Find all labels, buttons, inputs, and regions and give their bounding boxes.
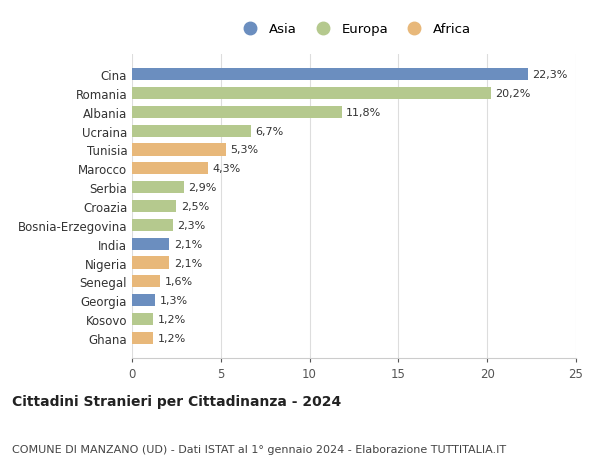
- Text: COMUNE DI MANZANO (UD) - Dati ISTAT al 1° gennaio 2024 - Elaborazione TUTTITALIA: COMUNE DI MANZANO (UD) - Dati ISTAT al 1…: [12, 444, 506, 454]
- Bar: [132, 257, 169, 269]
- Legend: Asia, Europa, Africa: Asia, Europa, Africa: [233, 19, 475, 40]
- Text: Cittadini Stranieri per Cittadinanza - 2024: Cittadini Stranieri per Cittadinanza - 2…: [12, 395, 341, 409]
- Text: 20,2%: 20,2%: [495, 89, 530, 99]
- Bar: [132, 125, 251, 137]
- Bar: [132, 163, 208, 175]
- Bar: [132, 294, 155, 307]
- Text: 1,3%: 1,3%: [160, 296, 188, 306]
- Bar: [132, 69, 528, 81]
- Text: 2,1%: 2,1%: [174, 258, 202, 268]
- Text: 4,3%: 4,3%: [213, 164, 241, 174]
- Text: 6,7%: 6,7%: [256, 126, 284, 136]
- Text: 1,6%: 1,6%: [165, 277, 193, 287]
- Text: 2,5%: 2,5%: [181, 202, 209, 212]
- Bar: [132, 182, 184, 194]
- Bar: [132, 88, 491, 100]
- Text: 2,3%: 2,3%: [177, 220, 206, 230]
- Bar: [132, 144, 226, 156]
- Bar: [132, 219, 173, 231]
- Bar: [132, 313, 154, 325]
- Text: 5,3%: 5,3%: [230, 145, 259, 155]
- Text: 11,8%: 11,8%: [346, 107, 381, 118]
- Bar: [132, 276, 160, 288]
- Bar: [132, 238, 169, 250]
- Bar: [132, 332, 154, 344]
- Text: 2,1%: 2,1%: [174, 239, 202, 249]
- Text: 1,2%: 1,2%: [158, 314, 186, 325]
- Text: 22,3%: 22,3%: [532, 70, 568, 80]
- Text: 1,2%: 1,2%: [158, 333, 186, 343]
- Bar: [132, 106, 341, 119]
- Text: 2,9%: 2,9%: [188, 183, 217, 193]
- Bar: [132, 201, 176, 213]
